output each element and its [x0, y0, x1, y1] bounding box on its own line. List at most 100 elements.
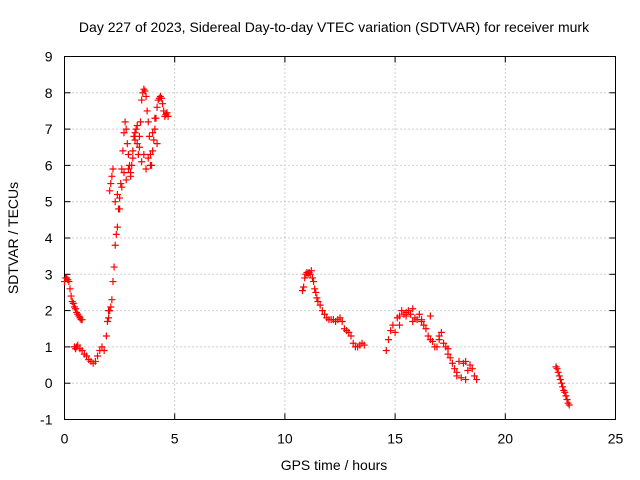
data-point — [91, 357, 99, 365]
data-point — [310, 278, 318, 286]
data-point — [347, 332, 355, 340]
data-point — [396, 321, 404, 329]
data-point — [562, 392, 570, 400]
data-point — [561, 388, 569, 396]
y-tick-label: 2 — [45, 303, 53, 319]
data-point — [124, 151, 132, 159]
data-point — [122, 125, 130, 133]
data-point — [112, 230, 120, 238]
data-point — [466, 361, 474, 369]
x-tick-label: 15 — [387, 431, 403, 447]
data-point — [108, 296, 116, 304]
data-point — [312, 288, 320, 296]
data-point — [563, 396, 571, 404]
data-point — [554, 368, 562, 376]
data-point — [457, 374, 465, 382]
data-point — [448, 359, 456, 367]
data-point — [382, 347, 390, 355]
data-point — [146, 151, 154, 159]
data-point — [119, 147, 127, 155]
chart-title: Day 227 of 2023, Sidereal Day-to-day VTE… — [79, 19, 590, 35]
data-point — [133, 121, 141, 129]
data-point — [66, 285, 74, 293]
data-point — [105, 314, 113, 322]
data-point — [564, 399, 572, 407]
data-point — [135, 132, 143, 140]
data-point — [435, 332, 443, 340]
y-tick-label: 6 — [45, 157, 53, 173]
data-point — [145, 132, 153, 140]
data-point — [107, 303, 115, 311]
data-point — [409, 317, 417, 325]
data-point — [402, 308, 410, 316]
y-tick-label: -1 — [40, 412, 53, 428]
data-point — [124, 165, 132, 173]
data-point — [140, 151, 148, 159]
data-point — [384, 336, 392, 344]
data-point — [128, 161, 136, 169]
data-point — [153, 103, 161, 111]
data-point — [144, 154, 152, 162]
data-point — [118, 183, 126, 191]
data-point — [349, 339, 357, 347]
data-point — [318, 307, 326, 315]
data-point — [433, 343, 441, 351]
data-point — [111, 241, 119, 249]
y-tick-label: 4 — [45, 230, 53, 246]
y-tick-label: 8 — [45, 85, 53, 101]
data-point — [446, 354, 454, 362]
data-point — [111, 198, 119, 206]
data-point — [116, 194, 124, 202]
data-point — [391, 328, 399, 336]
data-point — [120, 169, 128, 177]
data-point — [103, 317, 111, 325]
y-axis-label: SDTVAR / TECUs — [5, 182, 21, 294]
y-tick-label: 0 — [45, 375, 53, 391]
data-point — [94, 352, 102, 360]
data-point — [113, 223, 121, 231]
data-point — [464, 366, 472, 374]
data-point — [426, 312, 434, 320]
data-point — [306, 270, 314, 278]
data-point — [163, 109, 171, 117]
data-point — [336, 314, 344, 322]
axis-ticks: 0 5 10 15 20 25 -1 0 1 2 3 4 5 6 7 8 9 — [40, 49, 623, 447]
data-point — [123, 140, 131, 148]
data-point — [142, 165, 150, 173]
data-point — [146, 161, 154, 169]
data-point — [473, 376, 481, 384]
data-point — [151, 114, 159, 122]
data-point — [153, 140, 161, 148]
data-point — [69, 299, 77, 307]
data-point — [415, 310, 423, 318]
data-point — [149, 147, 157, 155]
data-point — [407, 310, 415, 318]
data-point — [109, 278, 117, 286]
data-point — [138, 96, 146, 104]
y-tick-label: 1 — [45, 339, 53, 355]
data-point — [422, 325, 430, 333]
data-point — [316, 301, 324, 309]
data-point — [108, 172, 116, 180]
x-axis-label: GPS time / hours — [281, 457, 388, 473]
data-point — [556, 376, 564, 384]
data-point — [301, 274, 309, 282]
data-point — [109, 165, 117, 173]
data-point — [300, 283, 308, 291]
data-point — [338, 317, 346, 325]
x-tick-label: 20 — [498, 431, 514, 447]
data-point — [122, 176, 130, 184]
data-point — [308, 274, 316, 282]
data-point — [555, 372, 563, 380]
data-point — [418, 316, 426, 324]
data-point — [142, 92, 150, 100]
data-point — [131, 129, 139, 137]
data-point — [106, 187, 114, 195]
data-point — [138, 158, 146, 166]
data-point — [299, 287, 307, 295]
data-point — [150, 136, 158, 144]
data-point — [321, 310, 329, 318]
plot-frame — [64, 56, 616, 420]
data-point — [396, 312, 404, 320]
